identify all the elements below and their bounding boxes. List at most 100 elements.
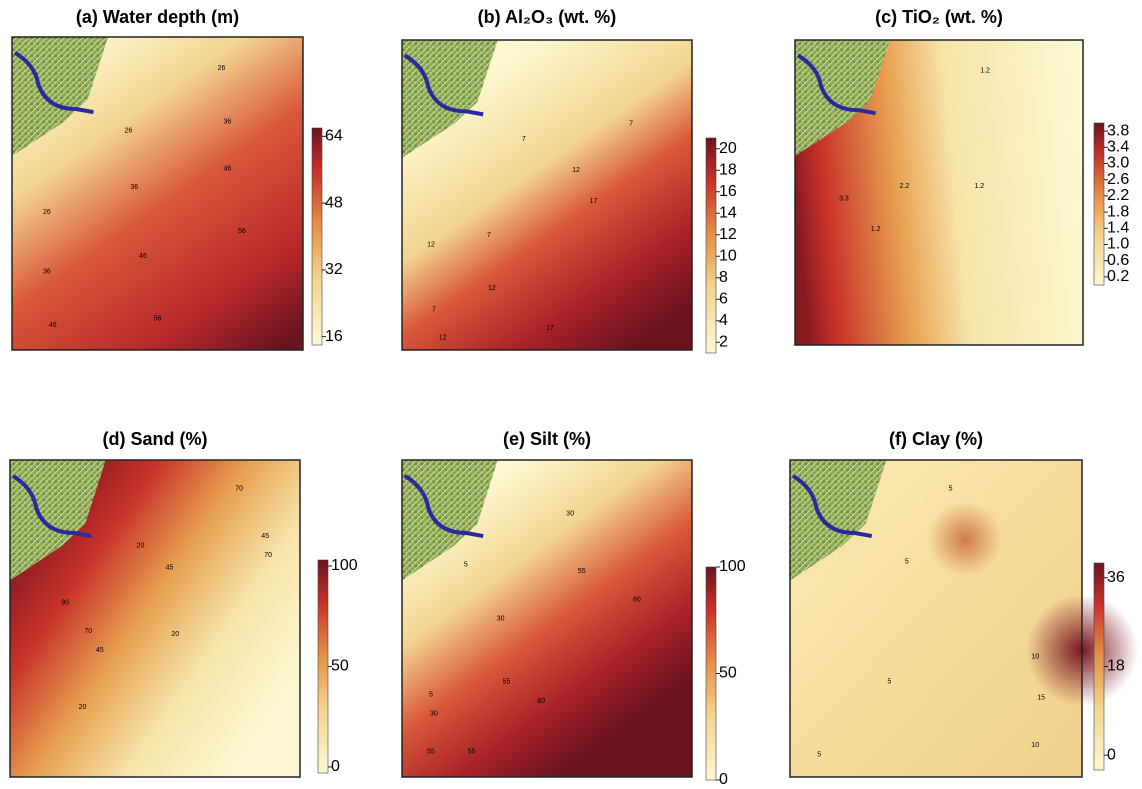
- colorbar-tick-label: 3.0: [1107, 155, 1129, 172]
- contour-label: 12: [572, 167, 580, 174]
- colorbar-tick-label: 1.4: [1107, 220, 1129, 237]
- colorbar-tick-label: 2: [719, 333, 728, 350]
- contour-label: 12: [427, 241, 435, 248]
- panel: (c) TiO₂ (wt. %) 1.2 3.3 2.2 1.2 1.2 0.20.61.0…: [795, 7, 1129, 345]
- contour-label: 90: [61, 599, 69, 606]
- colorbar-tick-label: 50: [331, 658, 349, 675]
- colorbar-tick-label: 4: [719, 312, 728, 329]
- panel: (d) Sand (%) 70 45 20 70 45 90 70 45 20 20 0 50 100: [10, 429, 358, 777]
- contour-label: 10: [1031, 653, 1039, 660]
- panel-title: (c) TiO₂ (wt. %): [875, 7, 1003, 27]
- contour-label: 36: [223, 118, 231, 125]
- colorbar-tick-label: 50: [719, 665, 737, 682]
- contour-label: 70: [84, 628, 92, 635]
- contour-label: 55: [578, 568, 586, 575]
- contour-label: 15: [1037, 695, 1045, 702]
- colorbar-tick-label: 14: [719, 204, 737, 221]
- colorbar-tick-label: 100: [719, 558, 746, 575]
- figure: (a) Water depth (m)262636463626465636465…: [0, 0, 1142, 784]
- colorbar-tick-label: 48: [325, 194, 343, 211]
- colorbar-tick-label: 16: [719, 183, 737, 200]
- colorbar: [706, 567, 716, 780]
- contour-label: 30: [430, 710, 438, 717]
- colorbar-tick-label: 100: [331, 557, 358, 574]
- contour-label: 7: [487, 232, 491, 239]
- contour-label: 2.2: [900, 183, 910, 190]
- contour-label: 30: [497, 615, 505, 622]
- contour-label: 55: [427, 748, 435, 755]
- colorbar-tick-label: 64: [325, 128, 343, 145]
- contour-label: 20: [171, 631, 179, 638]
- field-blob: [928, 502, 1003, 577]
- colorbar-tick-label: 0: [719, 771, 728, 784]
- colorbar: [706, 138, 716, 353]
- colorbar-tick-label: 1.8: [1107, 203, 1129, 220]
- colorbar-tick-label: 12: [719, 226, 737, 243]
- colorbar: [1094, 123, 1104, 285]
- contour-label: 46: [139, 253, 147, 260]
- contour-label: 1.2: [980, 67, 990, 74]
- contour-label: 7: [522, 136, 526, 143]
- contour-label: 26: [125, 128, 133, 135]
- panel: (a) Water depth (m)262636463626465636465…: [12, 7, 343, 350]
- contour-label: 26: [43, 209, 51, 216]
- contour-label: 56: [238, 228, 246, 235]
- contour-label: 17: [590, 198, 598, 205]
- colorbar-tick-label: 2.2: [1107, 187, 1129, 204]
- contour-label: 80: [633, 596, 641, 603]
- contour-label: 70: [235, 485, 243, 492]
- contour-label: 26: [218, 65, 226, 72]
- panel-title: (f) Clay (%): [889, 429, 983, 449]
- colorbar-tick-label: 2.6: [1107, 171, 1129, 188]
- contour-label: 46: [223, 165, 231, 172]
- colorbar-tick-label: 36: [1107, 569, 1125, 586]
- panel: (b) Al₂O₃ (wt. %)77121271217712172468101…: [402, 7, 737, 353]
- contour-label: 1.2: [974, 183, 984, 190]
- contour-label: 5: [905, 558, 909, 565]
- colorbar-tick-label: 16: [325, 328, 343, 345]
- contour-label: 80: [537, 698, 545, 705]
- contour-label: 5: [817, 752, 821, 759]
- contour-label: 45: [96, 647, 104, 654]
- contour-label: 55: [503, 679, 511, 686]
- contour-label: 56: [154, 316, 162, 323]
- colorbar-tick-label: 8: [719, 269, 728, 286]
- colorbar-tick-label: 6: [719, 290, 728, 307]
- contour-label: 5: [887, 679, 891, 686]
- colorbar-tick-label: 1.0: [1107, 236, 1129, 253]
- colorbar: [318, 560, 328, 773]
- colorbar-tick-label: 0.6: [1107, 252, 1129, 269]
- contour-label: 55: [468, 748, 476, 755]
- colorbar-tick-label: 0.2: [1107, 268, 1129, 285]
- contour-label: 45: [261, 533, 269, 540]
- colorbar: [1094, 563, 1104, 770]
- panel-title: (e) Silt (%): [503, 429, 591, 449]
- contour-label: 46: [49, 322, 57, 329]
- colorbar-tick-label: 20: [719, 140, 737, 157]
- contour-label: 5: [464, 561, 468, 568]
- contour-label: 3.3: [839, 195, 849, 202]
- contour-label: 45: [166, 565, 174, 572]
- contour-label: 30: [566, 511, 574, 518]
- contour-label: 20: [79, 704, 87, 711]
- colorbar-tick-label: 18: [719, 161, 737, 178]
- colorbar-tick-label: 18: [1107, 658, 1125, 675]
- panel-title: (a) Water depth (m): [76, 7, 239, 27]
- contour-label: 5: [949, 485, 953, 492]
- panel-title: (d) Sand (%): [103, 429, 208, 449]
- colorbar-tick-label: 3.8: [1107, 122, 1129, 139]
- contour-label: 20: [137, 542, 145, 549]
- contour-label: 12: [439, 334, 447, 341]
- colorbar-tick-label: 0: [1107, 746, 1116, 763]
- contour-label: 7: [629, 121, 633, 128]
- contour-label: 36: [130, 184, 138, 191]
- contour-label: 17: [546, 325, 554, 332]
- contour-label: 70: [264, 552, 272, 559]
- colorbar-tick-label: 0: [331, 758, 340, 775]
- contour-label: 1.2: [871, 226, 881, 233]
- colorbar: [312, 128, 322, 345]
- panel-title: (b) Al₂O₃ (wt. %): [478, 7, 617, 27]
- contour-label: 12: [488, 285, 496, 292]
- contour-label: 5: [429, 691, 433, 698]
